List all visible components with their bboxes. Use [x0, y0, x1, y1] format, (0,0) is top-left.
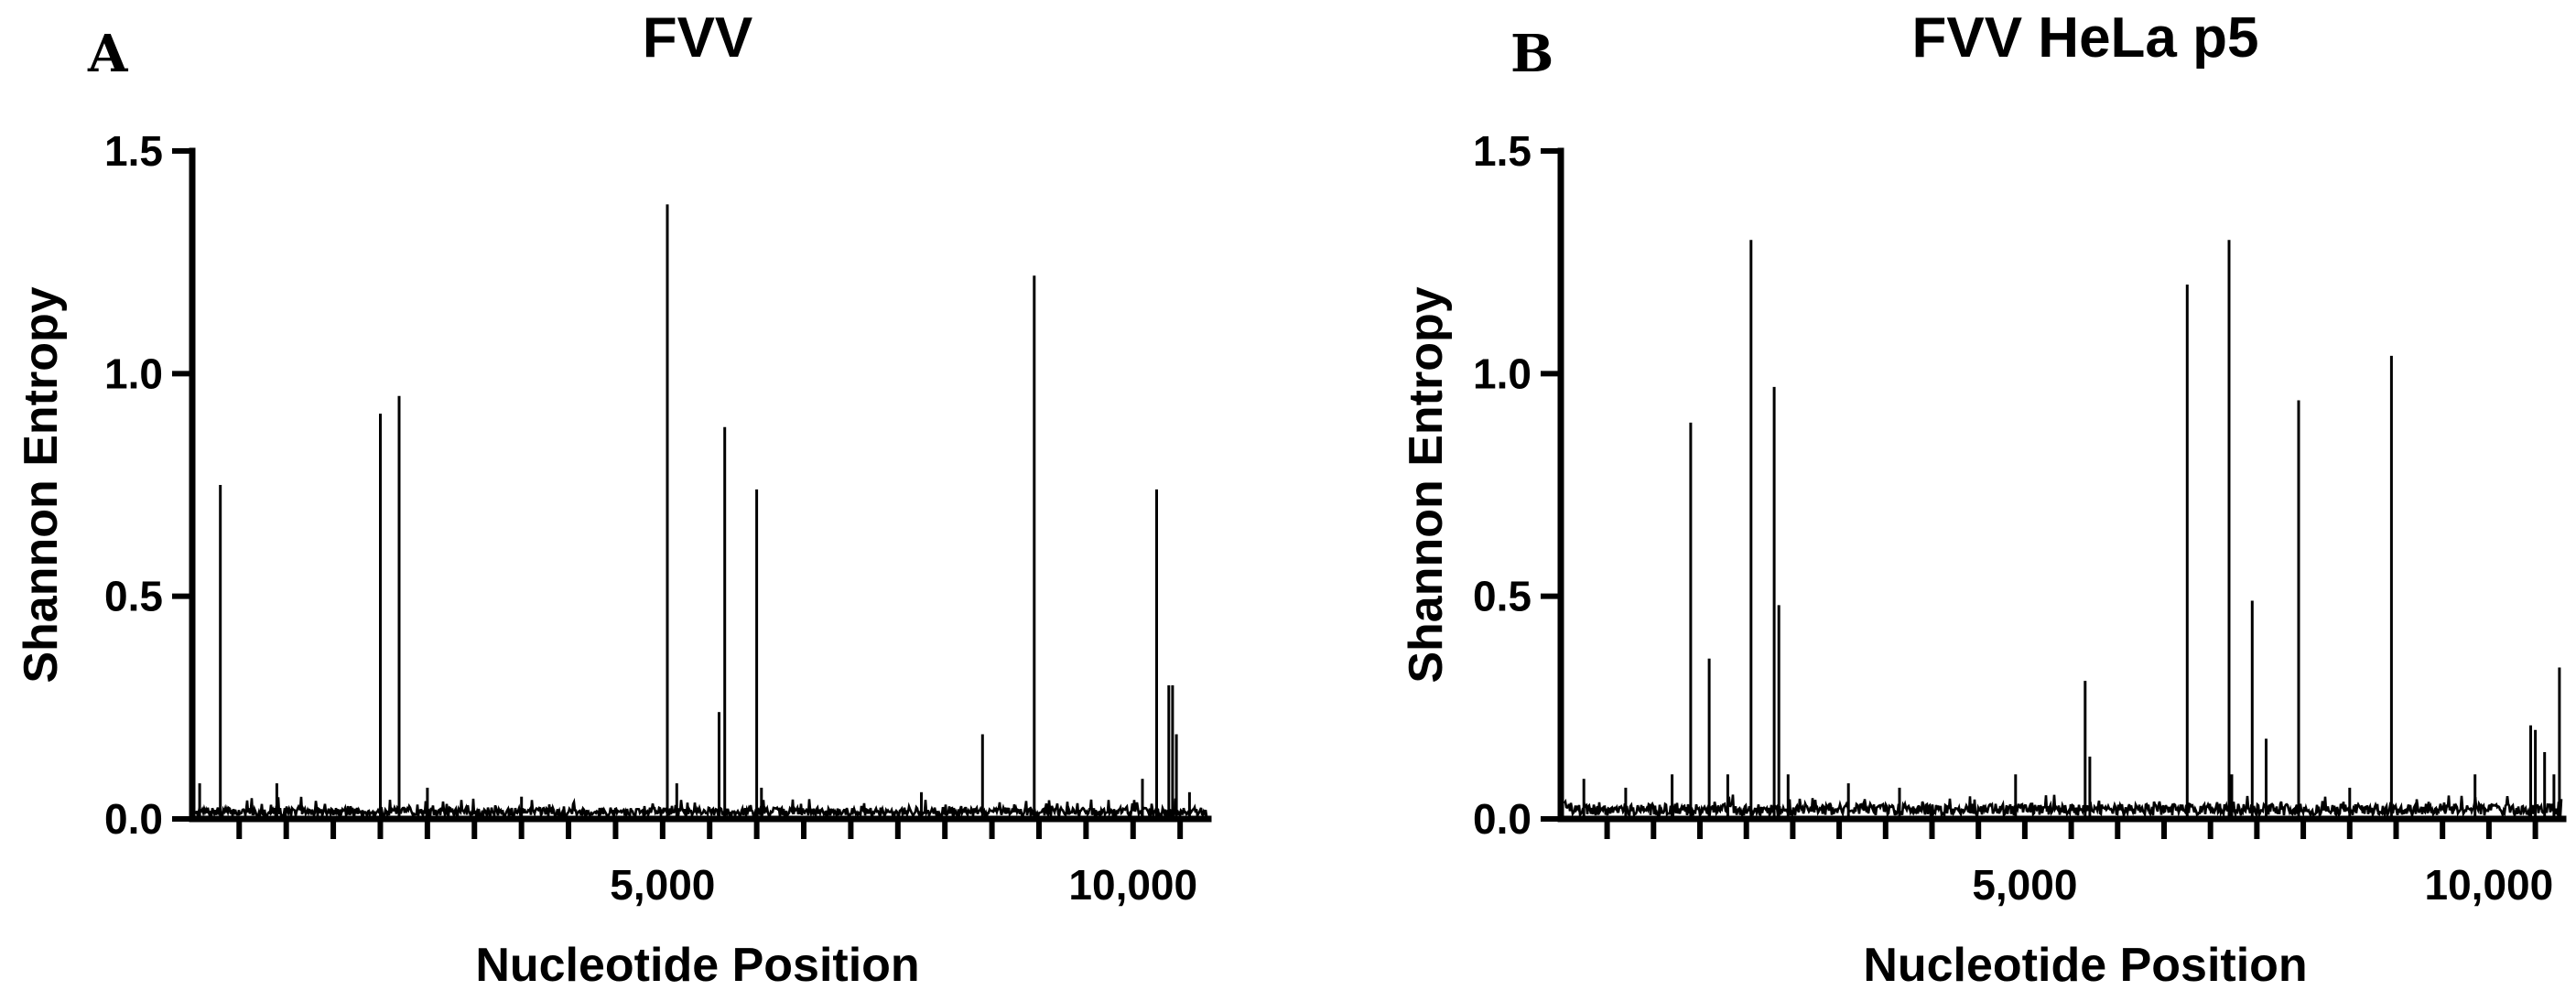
panel-a-x-tick-label-1: 10,000	[1068, 861, 1197, 909]
panel-b-plot-area	[1563, 240, 2563, 820]
panel-b-x-tick-label-0: 5,000	[1972, 861, 2077, 909]
panel-a-entropy-series	[194, 796, 1208, 821]
panel-a-x-axis-label: Nucleotide Position	[475, 939, 919, 992]
panel-b-y-tick-label-2: 1.0	[1473, 350, 1532, 397]
panel-b-y-tick-label-0: 0.0	[1473, 795, 1532, 843]
panel-a-ticks: 0.0 0.5 1.0 1.5 5,000 10,000	[104, 127, 1197, 909]
panel-b-y-axis-label: Shannon Entropy	[1400, 286, 1453, 683]
panel-b-entropy-series	[1563, 794, 2563, 820]
panel-a-y-tick-label-1: 0.5	[104, 573, 163, 620]
panel-a-axes	[189, 147, 1212, 823]
panel-a-y-tick-label-2: 1.0	[104, 350, 163, 397]
panel-a-title: FVV	[643, 6, 753, 70]
panel-a-y-tick-label-3: 1.5	[104, 127, 163, 175]
panel-b-y-tick-label-1: 0.5	[1473, 573, 1532, 620]
panel-a-letter: A	[87, 24, 129, 84]
panel-b-x-axis-label: Nucleotide Position	[1863, 939, 2307, 992]
panel-a-y-tick-label-0: 0.0	[104, 795, 163, 843]
panel-b-y-tick-label-3: 1.5	[1473, 127, 1532, 175]
panel-a-x-tick-label-0: 5,000	[610, 861, 715, 909]
panel-a-plot-area	[194, 204, 1208, 821]
panel-b-ticks: 0.0 0.5 1.0 1.5 5,000 10,000	[1473, 127, 2553, 909]
panel-b-letter: B	[1510, 24, 1553, 84]
panel-b-title: FVV HeLa p5	[1912, 6, 2259, 70]
panel-b: B FVV HeLa p5 Shannon Entropy Nucleotide…	[1400, 6, 2567, 992]
panel-b-axes	[1557, 147, 2567, 823]
panel-a: A FVV Shannon Entropy Nucleotide Positio…	[15, 6, 1212, 992]
panel-a-y-axis-label: Shannon Entropy	[15, 286, 68, 683]
panel-b-x-tick-label-1: 10,000	[2425, 861, 2554, 909]
